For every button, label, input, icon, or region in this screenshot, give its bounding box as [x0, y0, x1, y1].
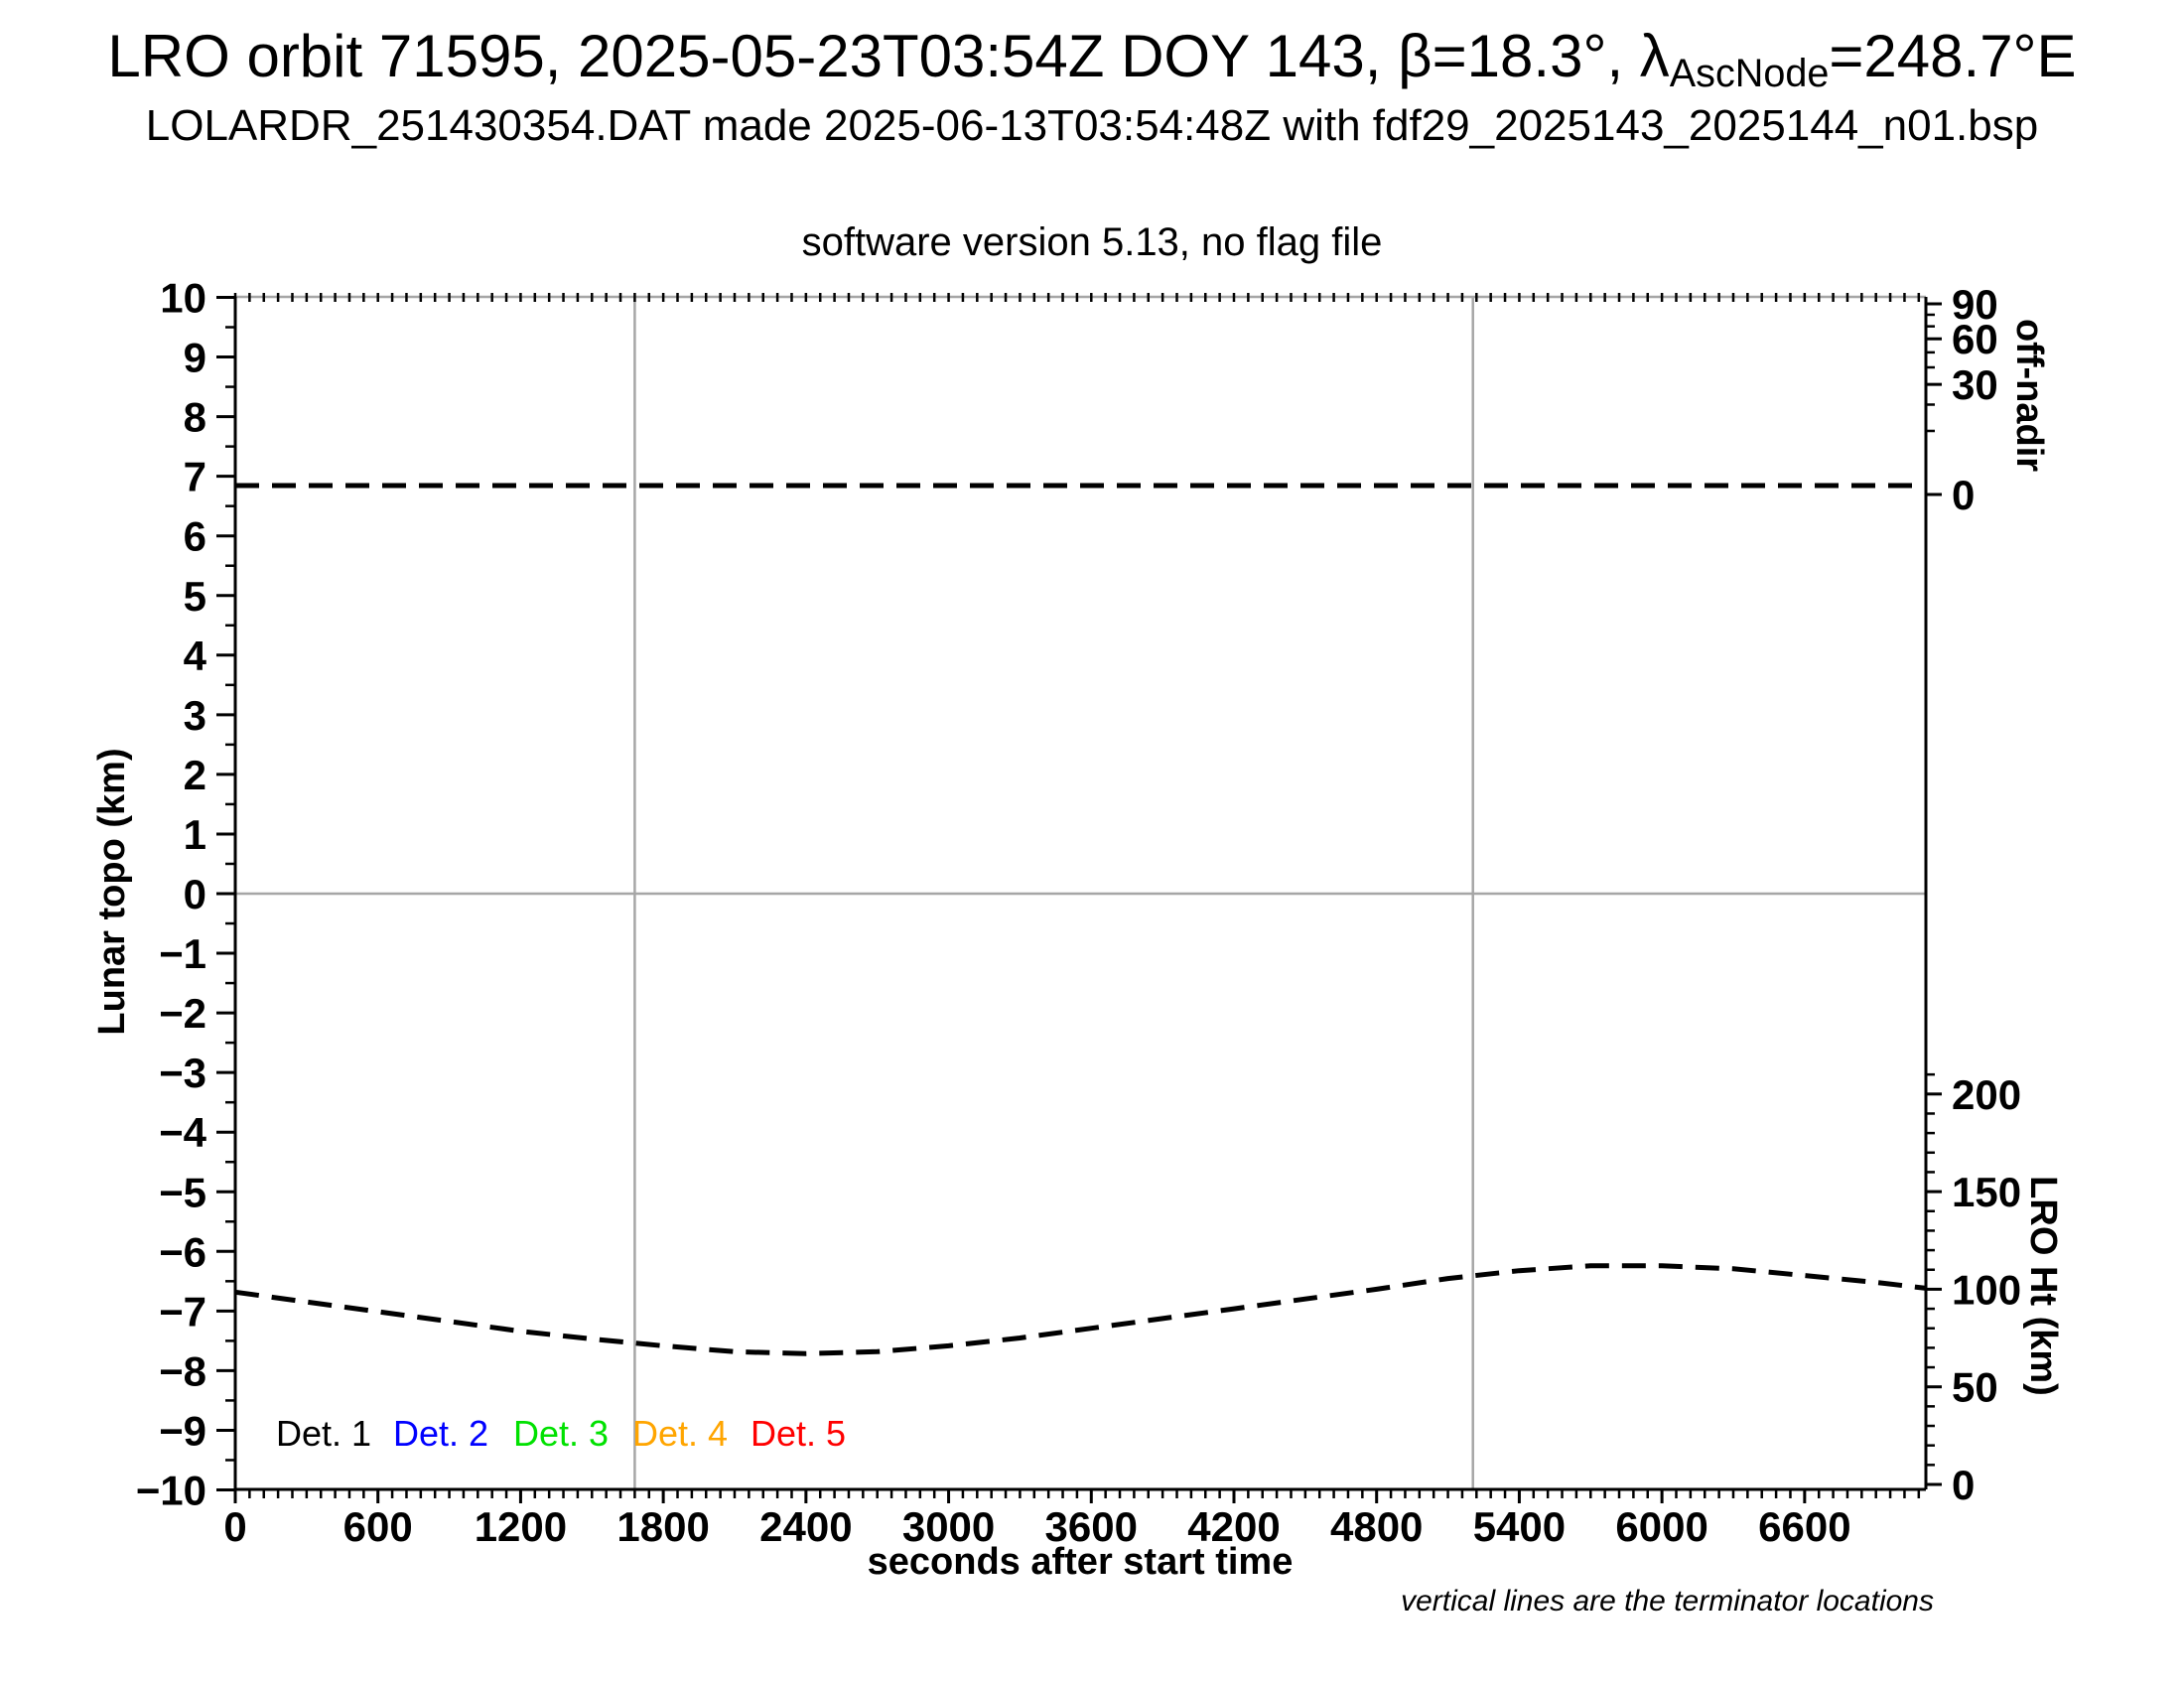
x-tick-label: 3000 [902, 1503, 995, 1550]
x-tick-label: 6600 [1758, 1503, 1850, 1550]
y-left-tick-label: 9 [184, 335, 206, 381]
x-tick-label: 3600 [1045, 1503, 1138, 1550]
plot-title: LRO orbit 71595, 2025-05-23T03:54Z DOY 1… [0, 22, 2184, 96]
y-left-tick-label: −7 [159, 1288, 206, 1335]
y-left-tick-label: 10 [160, 275, 206, 322]
y-left-tick-label: 1 [184, 811, 206, 858]
lro-height-tick-label: 150 [1952, 1169, 2021, 1215]
x-tick-label: 0 [223, 1503, 246, 1550]
y-left-tick-label: −6 [159, 1228, 206, 1275]
y-left-tick-label: −3 [159, 1050, 206, 1096]
legend-item-det-5: Det. 5 [751, 1413, 846, 1454]
y-left-tick-label: 6 [184, 513, 206, 560]
y-left-tick-label: 4 [184, 633, 207, 679]
x-tick-label: 600 [343, 1503, 413, 1550]
plot-subtitle-file: LOLARDR_251430354.DAT made 2025-06-13T03… [145, 101, 2039, 150]
x-tick-label: 4800 [1330, 1503, 1423, 1550]
lro-height-tick-label: 50 [1952, 1364, 1998, 1411]
x-tick-label: 2400 [759, 1503, 852, 1550]
offnadir-axis-label: off-nadir [2008, 319, 2050, 472]
x-tick-label: 5400 [1473, 1503, 1566, 1550]
legend-item-det-1: Det. 1 [276, 1413, 371, 1454]
y-left-tick-label: −8 [159, 1347, 206, 1394]
lro-height-series-line [234, 1263, 1927, 1356]
x-tick-label: 4200 [1187, 1503, 1280, 1550]
y-left-tick-label: 2 [184, 752, 206, 798]
y-left-tick-label: 8 [184, 394, 206, 441]
legend-item-det-3: Det. 3 [513, 1413, 609, 1454]
y-left-tick-label: 7 [184, 454, 206, 500]
y-left-axis-label: Lunar topo (km) [91, 748, 133, 1035]
y-left-tick-label: −9 [159, 1407, 206, 1454]
lro-height-tick-label: 200 [1952, 1071, 2021, 1118]
offnadir-tick-label: 60 [1952, 316, 1998, 362]
y-left-tick-label: 3 [184, 692, 206, 739]
lro-height-tick-label: 100 [1952, 1266, 2021, 1313]
y-left-tick-label: −10 [136, 1468, 206, 1514]
y-left-tick-label: −1 [159, 930, 206, 977]
x-tick-label: 1200 [475, 1503, 567, 1550]
y-left-tick-label: −2 [159, 990, 206, 1037]
x-tick-label: 6000 [1615, 1503, 1707, 1550]
offnadir-tick-label: 0 [1952, 472, 1975, 518]
plot-subtitle-version: software version 5.13, no flag file [801, 220, 1383, 264]
plot-title-suffix: =248.7°E [1829, 23, 2077, 89]
terminator-note: vertical lines are the terminator locati… [1401, 1585, 1934, 1618]
y-left-tick-label: 5 [184, 573, 206, 620]
x-tick-label: 1800 [616, 1503, 709, 1550]
plot-title-main: LRO orbit 71595, 2025-05-23T03:54Z DOY 1… [107, 23, 1670, 89]
lro-height-tick-label: 0 [1952, 1462, 1975, 1508]
plot-title-subscript: AscNode [1669, 51, 1830, 95]
y-left-tick-label: −5 [159, 1169, 206, 1215]
offnadir-tick-label: 30 [1952, 361, 1998, 408]
lro-height-axis-label: LRO Ht (km) [2022, 1176, 2064, 1396]
offnadir-tick-label: 90 [1952, 281, 1998, 328]
y-left-tick-label: 0 [184, 871, 206, 917]
x-axis-label: seconds after start time [868, 1541, 1294, 1583]
legend-item-det-2: Det. 2 [393, 1413, 488, 1454]
legend-item-det-4: Det. 4 [632, 1413, 728, 1454]
y-left-tick-label: −4 [159, 1109, 207, 1156]
